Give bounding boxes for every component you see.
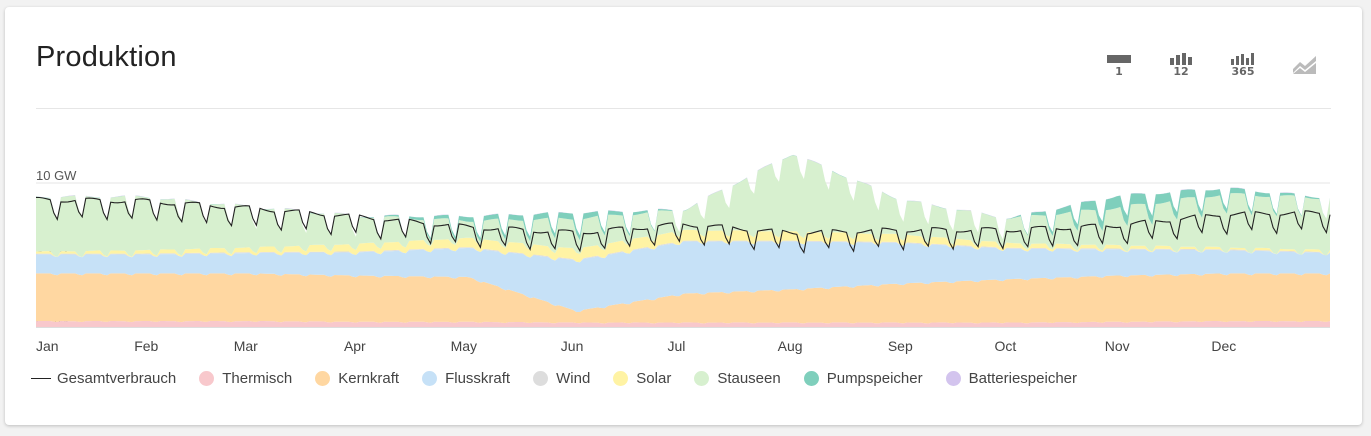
x-tick-label: Nov: [1105, 338, 1130, 354]
x-tick-label: Jun: [561, 338, 584, 354]
legend-marker: [315, 371, 331, 386]
line-gesamtverbrauch: [35, 196, 1331, 254]
legend-label: Solar: [636, 370, 672, 387]
x-tick-label: Sep: [888, 338, 913, 354]
legend-item-flusskraft[interactable]: Flusskraft: [422, 370, 510, 387]
area-chart-icon: [1293, 56, 1316, 74]
legend-marker: [31, 378, 51, 379]
legend-marker: [945, 371, 961, 386]
area-flusskraft: [36, 241, 1330, 312]
legend-item-wind[interactable]: Wind: [533, 370, 590, 387]
area-kernkraft: [36, 273, 1330, 324]
period-month-button[interactable]: 12: [1165, 53, 1197, 87]
x-tick-label: Oct: [995, 338, 1017, 354]
chart-type-toggle-button[interactable]: [1289, 53, 1321, 87]
bars-icon: [1170, 53, 1192, 65]
x-tick-label: Jan: [36, 338, 59, 354]
legend-item-gesamtverbrauch[interactable]: Gesamtverbrauch: [31, 370, 176, 387]
card-title: Produktion: [36, 41, 177, 73]
legend-label: Gesamtverbrauch: [57, 370, 177, 387]
period-month-label: 12: [1173, 65, 1189, 78]
period-day-label: 1: [1115, 65, 1123, 78]
many-bars-icon: [1231, 53, 1254, 65]
legend-item-batteriespeicher[interactable]: Batteriespeicher: [945, 370, 1078, 387]
legend-marker: [803, 371, 819, 386]
production-chart: 0 GW5 GW10 GWJanFebMarAprMayJunJulAugSep…: [35, 154, 1331, 354]
legend-label: Thermisch: [222, 370, 293, 387]
legend-label: Pumpspeicher: [826, 370, 923, 387]
legend-item-pumpspeicher[interactable]: Pumpspeicher: [803, 370, 923, 387]
legend-marker: [422, 371, 438, 386]
single-bar-icon: [1107, 55, 1131, 63]
chart-legend: Gesamtverbrauch Thermisch Kernkraft Flusskr…: [31, 370, 1100, 387]
x-tick-label: Aug: [778, 338, 803, 354]
x-tick-label: May: [451, 338, 477, 354]
x-tick-label: Dec: [1211, 338, 1236, 354]
x-tick-label: Feb: [134, 338, 158, 354]
x-tick-label: Apr: [344, 338, 366, 354]
period-year-label: 365: [1231, 65, 1255, 78]
legend-label: Wind: [556, 370, 591, 387]
legend-label: Stauseen: [717, 370, 781, 387]
x-tick-label: Jul: [667, 338, 685, 354]
legend-item-solar[interactable]: Solar: [613, 370, 671, 387]
legend-item-kernkraft[interactable]: Kernkraft: [315, 370, 399, 387]
area-solar: [36, 229, 1330, 263]
legend-label: Batteriespeicher: [968, 370, 1078, 387]
legend-label: Kernkraft: [338, 370, 400, 387]
x-tick-label: Mar: [234, 338, 258, 354]
legend-marker: [533, 371, 549, 386]
y-tick-label: 10 GW: [36, 168, 77, 183]
legend-item-thermisch[interactable]: Thermisch: [199, 370, 292, 387]
area-thermisch: [36, 321, 1330, 327]
legend-item-stauseen[interactable]: Stauseen: [694, 370, 781, 387]
period-controls: 1 12 365: [1103, 53, 1321, 87]
legend-marker: [694, 371, 710, 386]
period-year-button[interactable]: 365: [1227, 53, 1259, 87]
header-divider: [36, 108, 1331, 109]
legend-marker: [199, 371, 215, 386]
legend-label: Flusskraft: [445, 370, 511, 387]
period-day-button[interactable]: 1: [1103, 53, 1135, 87]
legend-marker: [613, 371, 629, 386]
